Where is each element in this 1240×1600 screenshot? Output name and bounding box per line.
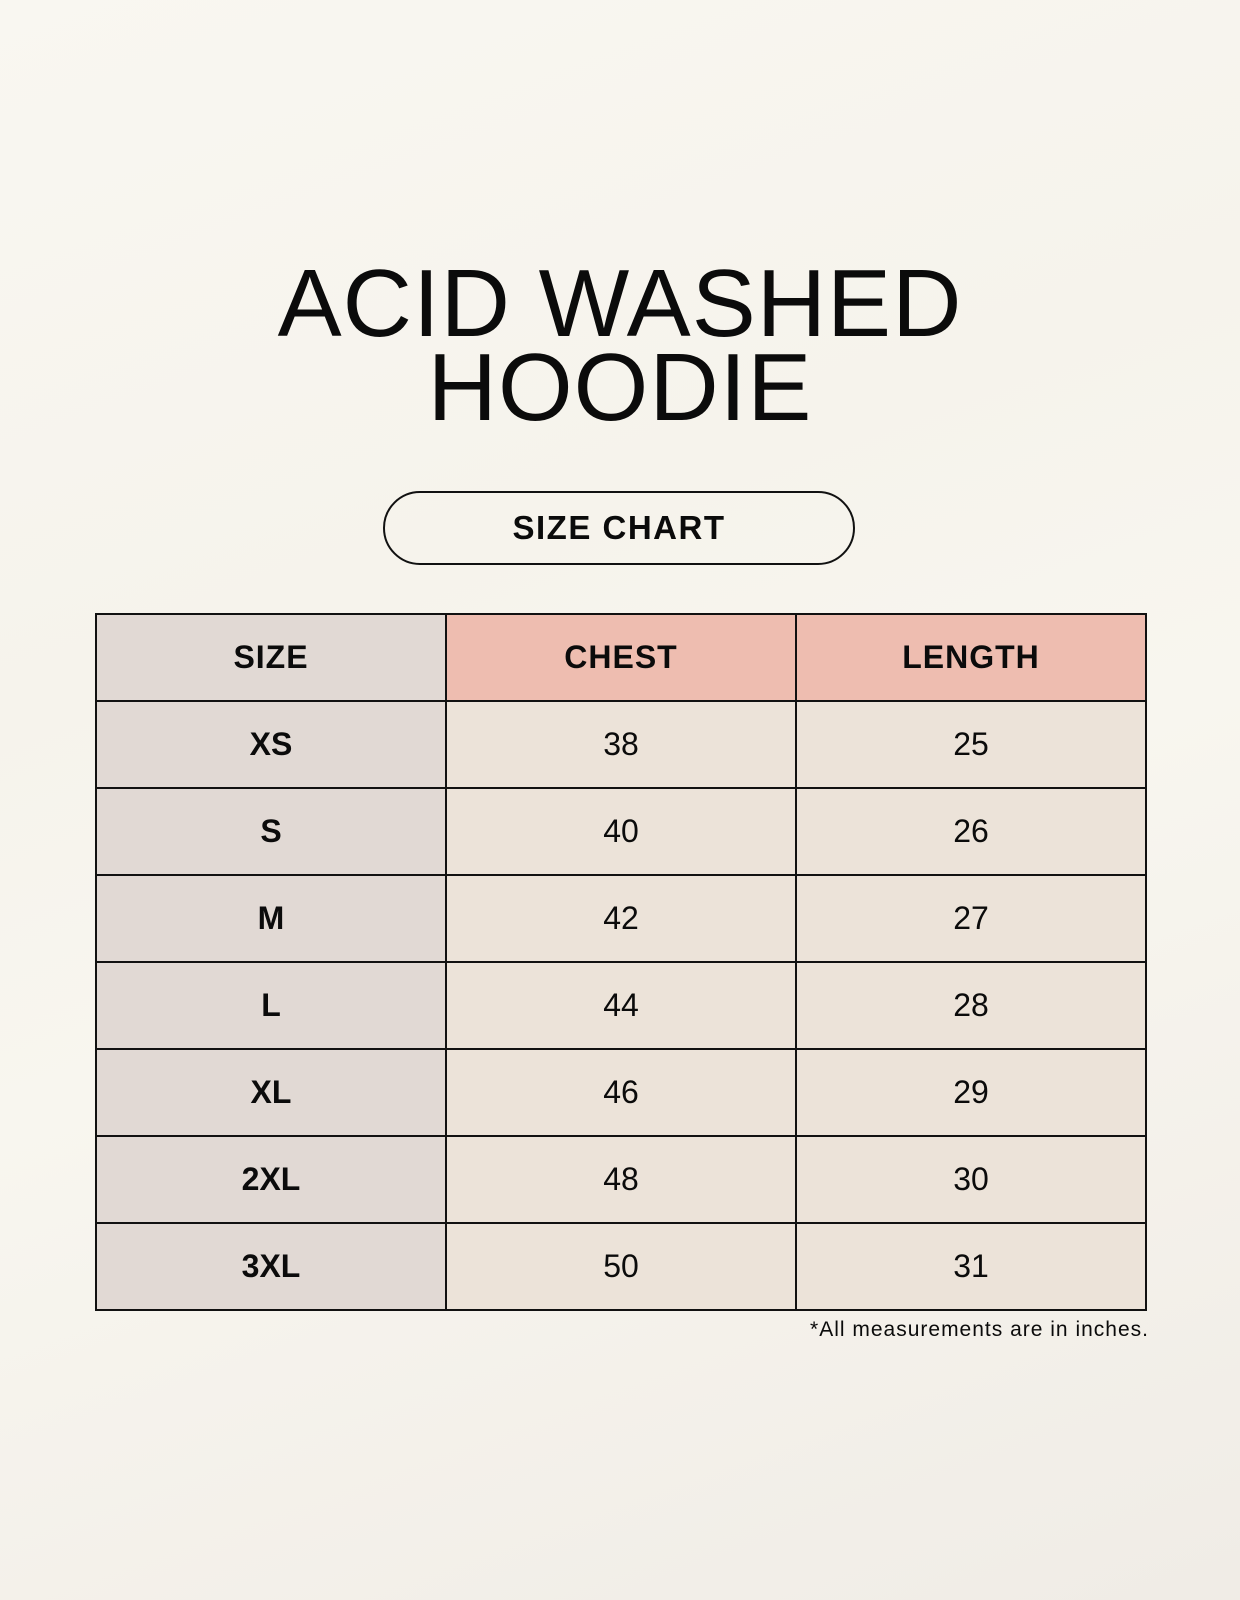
size-table: SIZE CHEST LENGTH XS 38 25 S 40 26 M 42 27 L 44 28 X… — [95, 613, 1147, 1311]
table-row: 2XL 48 30 — [95, 1135, 1147, 1224]
table-row: M 42 27 — [95, 874, 1147, 963]
cell-size: 3XL — [95, 1222, 447, 1311]
cell-size: L — [95, 961, 447, 1050]
cell-size: 2XL — [95, 1135, 447, 1224]
cell-size: S — [95, 787, 447, 876]
header-chest: CHEST — [445, 613, 797, 702]
cell-chest: 50 — [445, 1222, 797, 1311]
cell-length: 25 — [795, 700, 1147, 789]
table-row: L 44 28 — [95, 961, 1147, 1050]
table-row: XL 46 29 — [95, 1048, 1147, 1137]
size-chart-badge: SIZE CHART — [383, 491, 855, 565]
cell-length: 26 — [795, 787, 1147, 876]
table-row: S 40 26 — [95, 787, 1147, 876]
cell-size: XS — [95, 700, 447, 789]
page-title: ACID WASHED HOODIE — [0, 250, 1240, 441]
cell-length: 28 — [795, 961, 1147, 1050]
cell-length: 30 — [795, 1135, 1147, 1224]
cell-chest: 42 — [445, 874, 797, 963]
table-row: XS 38 25 — [95, 700, 1147, 789]
cell-size: M — [95, 874, 447, 963]
cell-chest: 46 — [445, 1048, 797, 1137]
cell-length: 29 — [795, 1048, 1147, 1137]
title-line-2: HOODIE — [427, 334, 813, 441]
cell-length: 27 — [795, 874, 1147, 963]
cell-size: XL — [95, 1048, 447, 1137]
cell-chest: 38 — [445, 700, 797, 789]
title-line-1: ACID WASHED — [277, 250, 963, 357]
footnote: *All measurements are in inches. — [810, 1318, 1149, 1341]
table-header-row: SIZE CHEST LENGTH — [95, 613, 1147, 702]
cell-chest: 48 — [445, 1135, 797, 1224]
cell-length: 31 — [795, 1222, 1147, 1311]
cell-chest: 40 — [445, 787, 797, 876]
table-row: 3XL 50 31 — [95, 1222, 1147, 1311]
cell-chest: 44 — [445, 961, 797, 1050]
header-length: LENGTH — [795, 613, 1147, 702]
header-size: SIZE — [95, 613, 447, 702]
